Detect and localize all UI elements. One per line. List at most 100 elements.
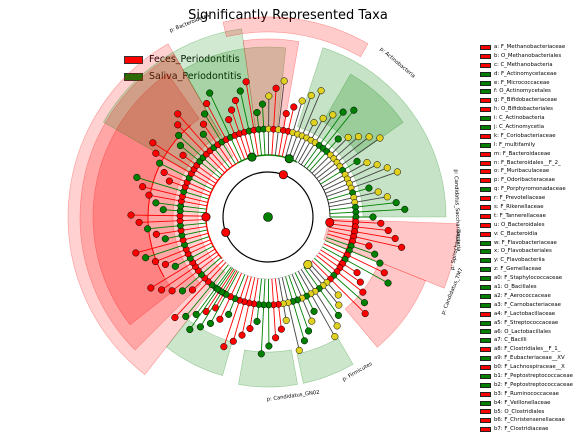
taxon-legend-label: b4: F_Veillonellaceae xyxy=(494,399,551,408)
taxon-legend-swatch xyxy=(480,187,491,192)
taxon-node xyxy=(304,260,312,268)
taxon-node xyxy=(134,174,141,181)
taxon-node xyxy=(366,134,373,141)
taxon-legend-label: p: F_Odoribacteraceae xyxy=(494,176,555,185)
taxon-legend-entry: y: C_Flavobacteriia xyxy=(480,256,576,265)
taxon-legend-swatch xyxy=(480,63,491,68)
taxon-legend-label: v: C_Bacteroidia xyxy=(494,230,537,239)
taxon-legend-label: b: O_Methanobacteriales xyxy=(494,52,561,61)
taxon-node xyxy=(394,169,401,176)
taxon-legend-label: s: F_Rikenellaceae xyxy=(494,203,544,212)
taxon-node xyxy=(336,302,343,309)
taxon-legend-swatch xyxy=(480,134,491,139)
taxon-node xyxy=(378,220,385,227)
taxon-legend-swatch xyxy=(480,54,491,59)
taxon-legend-entry: g: F_Bifidobacteriaceae xyxy=(480,96,576,105)
taxon-node xyxy=(375,189,382,196)
taxon-legend-label: u: O_Bacteroidales xyxy=(494,221,545,230)
taxon-node xyxy=(279,171,287,179)
taxon-node xyxy=(206,90,213,97)
taxon-node xyxy=(239,332,246,339)
taxon-node xyxy=(332,333,339,340)
taxon-node xyxy=(172,314,179,321)
taxon-node xyxy=(370,214,377,221)
taxon-legend-label: b0: F_Lachnospiraceae__X xyxy=(494,363,565,372)
taxon-node xyxy=(366,185,373,192)
taxon-node xyxy=(200,121,207,128)
taxon-legend-entry: u: O_Bacteroidales xyxy=(480,221,576,230)
taxon-legend-swatch xyxy=(480,169,491,174)
taxon-node xyxy=(225,311,232,318)
taxon-legend-label: y: C_Flavobacteriia xyxy=(494,256,545,265)
taxon-node xyxy=(174,122,181,129)
taxon-legend-entry: a0: F_Staphylococcaceae xyxy=(480,274,576,283)
taxon-node xyxy=(311,119,318,126)
taxon-legend-entry: a: F_Methanobacteriaceae xyxy=(480,43,576,52)
taxon-legend-label: a6: O_Lactobacillales xyxy=(494,328,551,337)
taxon-legend-entry: b7: F_Clostridiaceae xyxy=(480,425,576,434)
taxon-node xyxy=(228,107,235,114)
taxon-legend-swatch xyxy=(480,294,491,299)
taxon-node xyxy=(254,318,261,325)
taxon-node xyxy=(345,134,352,141)
taxon-node xyxy=(281,78,288,85)
taxon-node xyxy=(128,212,135,219)
taxon-node xyxy=(305,328,312,335)
taxon-legend-entry: x: O_Flavobacteriales xyxy=(480,247,576,256)
taxon-legend-swatch xyxy=(480,178,491,183)
taxon-legend-swatch xyxy=(480,392,491,397)
taxon-legend-entry: a8: F_Clostridiales__F_1_ xyxy=(480,345,576,354)
taxon-node xyxy=(354,269,361,276)
taxon-node xyxy=(174,111,181,118)
taxon-legend-label: b6: F_Christensenellaceae xyxy=(494,416,565,425)
taxon-node xyxy=(202,213,210,221)
taxon-node xyxy=(162,236,169,243)
taxon-legend-label: l: F_multifamily xyxy=(494,141,535,150)
taxon-node xyxy=(296,347,303,354)
branch-spoke xyxy=(257,279,261,322)
taxon-node xyxy=(283,317,290,324)
taxon-node xyxy=(180,152,187,159)
taxon-node xyxy=(320,115,327,122)
taxon-legend-swatch xyxy=(480,383,491,388)
taxon-legend-entry: b1: F_Peptostreptococcaceae xyxy=(480,372,576,381)
taxon-node xyxy=(161,169,168,176)
taxon-legend-swatch xyxy=(480,125,491,130)
taxon-node xyxy=(266,93,273,100)
taxon-legend-entry: b5: O_Clostridiales xyxy=(480,408,576,417)
taxon-legend-label: x: O_Flavobacteriales xyxy=(494,247,552,256)
taxon-node xyxy=(366,243,373,250)
taxon-legend-label: b7: F_Clostridiaceae xyxy=(494,425,549,434)
taxon-legend-swatch xyxy=(480,152,491,157)
taxon-legend-swatch xyxy=(480,196,491,201)
taxon-legend-entry: a9: F_Eubacteriaceae__XV xyxy=(480,354,576,363)
taxon-legend-swatch xyxy=(480,365,491,370)
taxon-legend-label: b1: F_Peptostreptococcaceae xyxy=(494,372,573,381)
taxon-node xyxy=(354,158,361,165)
taxon-legend-entry: a4: F_Lactobacillaceae xyxy=(480,310,576,319)
taxon-node xyxy=(392,235,399,242)
taxon-legend-entry: f: O_Actinomycetales xyxy=(480,87,576,96)
taxon-legend-swatch xyxy=(480,329,491,334)
taxon-node xyxy=(398,244,405,251)
taxon-node xyxy=(291,104,298,111)
taxon-legend-swatch xyxy=(480,116,491,121)
taxon-node xyxy=(362,310,369,317)
taxon-legend-entry: m: F_Bacteroidaceae xyxy=(480,150,576,159)
taxon-node xyxy=(258,351,265,358)
taxon-node xyxy=(150,139,157,146)
taxon-node xyxy=(156,160,163,167)
clade-label: p: Actinobacteria xyxy=(378,47,416,80)
taxon-node xyxy=(357,279,364,286)
taxon-legend-entry: l: F_multifamily xyxy=(480,141,576,150)
taxon-node xyxy=(248,153,256,161)
taxon-node xyxy=(153,150,160,157)
taxon-legend-swatch xyxy=(480,223,491,228)
taxon-legend-swatch xyxy=(480,401,491,406)
taxon-legend-swatch xyxy=(480,89,491,94)
taxon-node xyxy=(142,254,149,261)
taxon-node xyxy=(166,178,173,185)
taxon-legend-label: d: F_Actinomycetaceae xyxy=(494,70,557,79)
taxon-node xyxy=(273,85,280,92)
taxon-node xyxy=(334,323,341,330)
